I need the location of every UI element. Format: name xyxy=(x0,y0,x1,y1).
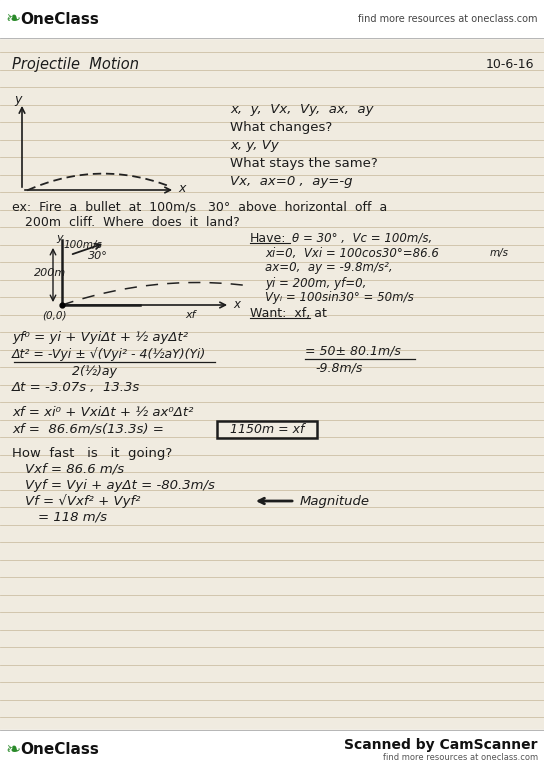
Text: 100m/s: 100m/s xyxy=(64,240,103,250)
Text: m/s: m/s xyxy=(490,248,509,258)
Text: 200m: 200m xyxy=(34,268,66,278)
Text: y: y xyxy=(56,233,63,243)
Text: Want:  xf, at: Want: xf, at xyxy=(250,306,327,320)
Text: x, y, Vy: x, y, Vy xyxy=(230,139,279,152)
Text: ❧: ❧ xyxy=(6,741,21,759)
Bar xyxy=(217,421,317,438)
Bar xyxy=(0,730,544,770)
Text: find more resources at oneclass.com: find more resources at oneclass.com xyxy=(383,752,538,762)
Text: ax=0,  ay = -9.8m/s²,: ax=0, ay = -9.8m/s², xyxy=(265,262,393,274)
Text: x: x xyxy=(178,182,186,196)
Text: Vx,  ax=0 ,  ay=-g: Vx, ax=0 , ay=-g xyxy=(230,176,353,189)
Text: x: x xyxy=(233,297,240,310)
Text: Δt = -3.07s ,  13.3s: Δt = -3.07s , 13.3s xyxy=(12,381,140,394)
Text: 1150m = xf: 1150m = xf xyxy=(230,423,304,436)
Text: (0,0): (0,0) xyxy=(42,310,66,320)
Text: Scanned by CamScanner: Scanned by CamScanner xyxy=(344,738,538,752)
Text: OneClass: OneClass xyxy=(20,12,99,26)
Text: y: y xyxy=(14,93,21,106)
Text: 2(½)ay: 2(½)ay xyxy=(12,364,117,377)
Text: θ = 30° ,  Vc = 100m/s,: θ = 30° , Vc = 100m/s, xyxy=(292,232,432,245)
Text: 200m  cliff.  Where  does  it  land?: 200m cliff. Where does it land? xyxy=(25,216,240,229)
Text: Vxf = 86.6 m/s: Vxf = 86.6 m/s xyxy=(25,463,124,476)
Text: Have:: Have: xyxy=(250,232,287,245)
Text: xf = xi⁰ + VxiΔt + ½ ax⁰Δt²: xf = xi⁰ + VxiΔt + ½ ax⁰Δt² xyxy=(12,406,194,419)
Text: ex:  Fire  a  bullet  at  100m/s   30°  above  horizontal  off  a: ex: Fire a bullet at 100m/s 30° above ho… xyxy=(12,200,387,213)
Text: xf: xf xyxy=(185,310,195,320)
Text: xf =  86.6m/s(13.3s) =: xf = 86.6m/s(13.3s) = xyxy=(12,423,168,436)
Text: yi = 200m, yf=0,: yi = 200m, yf=0, xyxy=(265,276,366,290)
Text: OneClass: OneClass xyxy=(20,742,99,758)
Text: Magnitude: Magnitude xyxy=(300,494,370,507)
Text: yf⁰ = yi + VyiΔt + ½ ayΔt²: yf⁰ = yi + VyiΔt + ½ ayΔt² xyxy=(12,330,188,343)
Text: Vyᵢ = 100sin30° = 50m/s: Vyᵢ = 100sin30° = 50m/s xyxy=(265,292,414,304)
Text: = 50± 80.1m/s: = 50± 80.1m/s xyxy=(305,344,401,357)
Text: 30°: 30° xyxy=(88,251,108,261)
Text: find more resources at oneclass.com: find more resources at oneclass.com xyxy=(358,14,538,24)
Text: How  fast   is   it  going?: How fast is it going? xyxy=(12,447,172,460)
Text: What stays the same?: What stays the same? xyxy=(230,158,378,170)
Text: ❧: ❧ xyxy=(6,10,21,28)
Text: -9.8m/s: -9.8m/s xyxy=(315,361,362,374)
Text: What changes?: What changes? xyxy=(230,122,332,135)
Text: 10-6-16: 10-6-16 xyxy=(485,59,534,72)
Text: Vyf = Vyi + ayΔt = -80.3m/s: Vyf = Vyi + ayΔt = -80.3m/s xyxy=(25,478,215,491)
Text: Projectile  Motion: Projectile Motion xyxy=(12,58,139,72)
Bar xyxy=(0,0,544,38)
Text: Δt² = -Vyi ± √(Vyi² - 4(½aY)(Yi): Δt² = -Vyi ± √(Vyi² - 4(½aY)(Yi) xyxy=(12,347,206,361)
Text: = 118 m/s: = 118 m/s xyxy=(38,511,107,524)
Text: x,  y,  Vx,  Vy,  ax,  ay: x, y, Vx, Vy, ax, ay xyxy=(230,103,374,116)
Text: Vf = √Vxf² + Vyf²: Vf = √Vxf² + Vyf² xyxy=(25,494,140,508)
Text: xi=0,  Vxi = 100cos30°=86.6: xi=0, Vxi = 100cos30°=86.6 xyxy=(265,246,439,259)
